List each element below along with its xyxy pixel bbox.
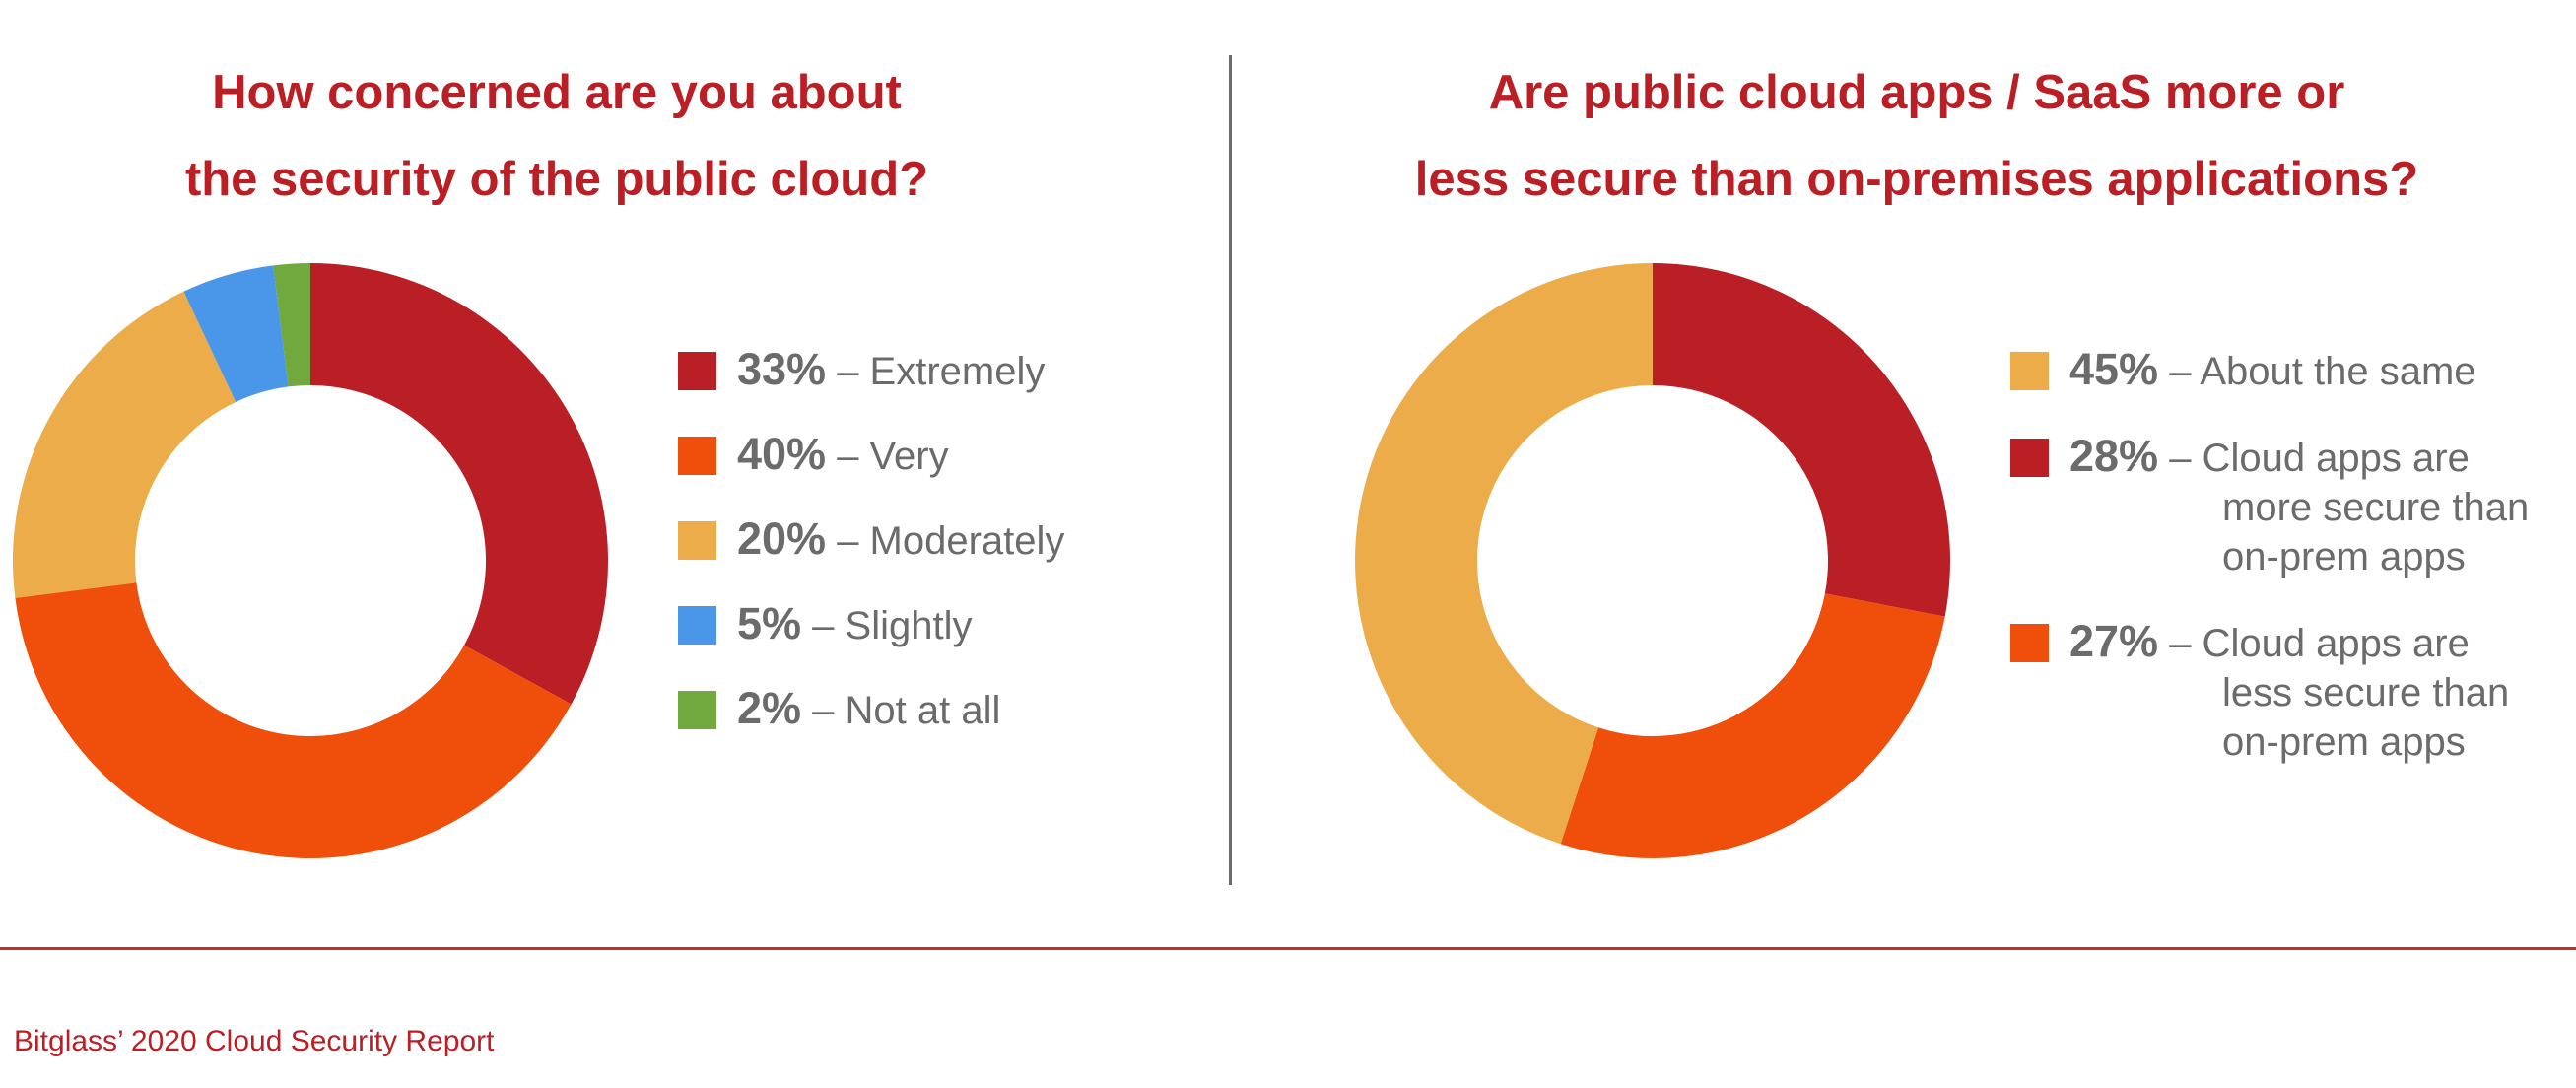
legend-swatch	[678, 437, 716, 475]
legend-percent: 20%	[737, 513, 827, 564]
legend-label-line: 40% – Very	[737, 430, 1064, 481]
legend-item: 45% – About the same	[2010, 345, 2529, 396]
legend-item: 5% – Slightly	[678, 599, 1064, 684]
donut-slice	[183, 265, 289, 402]
chart-legend: 33% – Extremely 40% – Very 20% – Moderatel…	[678, 345, 1064, 769]
footer-source: Bitglass’ 2020 Cloud Security Report	[14, 1025, 495, 1057]
legend-label-line: more secure than	[2222, 486, 2530, 529]
legend-percent: 33%	[737, 344, 827, 394]
legend-label-line: 28% – Cloud apps are	[2069, 432, 2529, 483]
legend-label: – Slightly	[801, 604, 973, 647]
legend-swatch	[678, 352, 716, 390]
chart-title-line: Are public cloud apps / SaaS more or	[1488, 66, 2345, 119]
chart-title-line: How concerned are you about	[212, 66, 902, 119]
legend-percent: 5%	[737, 598, 802, 648]
chart-title: How concerned are you about the security…	[0, 49, 1114, 223]
legend-label-line: 2% – Not at all	[737, 684, 1064, 735]
legend-label-line: on-prem apps	[2222, 535, 2466, 578]
legend-swatch	[2010, 352, 2049, 390]
legend-item: 27% – Cloud apps are less secure than on-p…	[2010, 617, 2529, 767]
legend-item: 20% – Moderately	[678, 514, 1064, 599]
legend-label-line: on-prem apps	[2222, 720, 2466, 764]
divider	[1229, 55, 1232, 885]
legend-item: 40% – Very	[678, 430, 1064, 514]
footer-rule	[0, 947, 2576, 950]
legend-swatch	[678, 691, 716, 729]
legend-item: 2% – Not at all	[678, 684, 1064, 769]
legend-swatch	[2010, 624, 2049, 662]
legend-label-line: 33% – Extremely	[737, 345, 1064, 396]
legend-item: 33% – Extremely	[678, 345, 1064, 430]
donut-slice	[1653, 263, 1950, 617]
legend-percent: 45%	[2069, 344, 2159, 394]
chart-title-line: the security of the public cloud?	[184, 153, 929, 206]
legend-percent: 28%	[2069, 431, 2159, 481]
legend-label: – Cloud apps are	[2158, 437, 2470, 480]
legend-swatch	[678, 521, 716, 560]
legend-item: 28% – Cloud apps are more secure than on-p…	[2010, 432, 2529, 581]
chart-panel-concern: How concerned are you about the security…	[0, 0, 1230, 926]
donut-slice	[12, 291, 237, 598]
legend-label: – About the same	[2158, 350, 2476, 393]
legend-label: – Moderately	[826, 519, 1065, 563]
legend-label: – Cloud apps are	[2158, 622, 2470, 665]
legend-label-line: 5% – Slightly	[737, 599, 1064, 650]
legend-label-line: less secure than	[2222, 671, 2510, 714]
chart-title-line: less secure than on-premises application…	[1414, 153, 2419, 206]
legend-label-line: 27% – Cloud apps are	[2069, 617, 2529, 668]
donut-slice	[15, 582, 572, 859]
legend-label: – Very	[826, 435, 949, 478]
donut-slice	[310, 263, 609, 705]
legend-label: – Extremely	[826, 350, 1046, 393]
donut-slice	[1355, 263, 1653, 845]
legend-label: – Not at all	[801, 689, 1001, 732]
donut-slice	[273, 263, 310, 387]
donut-chart	[1355, 263, 1950, 858]
chart-title: Are public cloud apps / SaaS more or les…	[1340, 49, 2493, 223]
chart-panel-security: Are public cloud apps / SaaS more or les…	[1232, 0, 2576, 926]
legend-percent: 40%	[737, 429, 827, 479]
chart-legend: 45% – About the same 28% – Cloud apps are…	[2010, 345, 2529, 802]
legend-label-line: 20% – Moderately	[737, 514, 1064, 566]
legend-percent: 2%	[737, 683, 802, 733]
legend-percent: 27%	[2069, 616, 2159, 666]
donut-slice	[1560, 593, 1945, 858]
legend-swatch	[678, 606, 716, 645]
legend-label-line: 45% – About the same	[2069, 345, 2529, 396]
donut-chart	[12, 263, 609, 859]
legend-swatch	[2010, 439, 2049, 477]
